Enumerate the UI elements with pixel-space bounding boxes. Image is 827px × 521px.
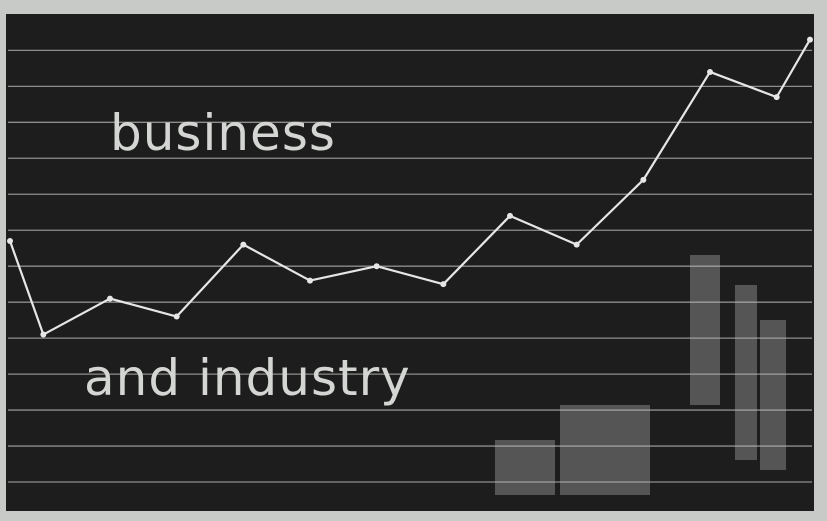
building (735, 285, 757, 460)
subtitle: and industry (84, 349, 411, 407)
data-point (440, 281, 446, 287)
data-point (107, 296, 113, 302)
data-point (707, 69, 713, 75)
data-point (307, 278, 313, 284)
data-point (774, 94, 780, 100)
data-point (640, 177, 646, 183)
building (495, 440, 555, 495)
title: business (110, 104, 336, 162)
data-point (240, 242, 246, 248)
data-point (507, 213, 513, 219)
data-point (374, 263, 380, 269)
building (560, 405, 650, 495)
data-point (174, 314, 180, 320)
data-point (40, 332, 46, 338)
building (760, 320, 786, 470)
building (690, 255, 720, 405)
illustration: business and industry (0, 0, 827, 521)
data-point (807, 37, 813, 43)
data-point (7, 238, 13, 244)
data-point (574, 242, 580, 248)
